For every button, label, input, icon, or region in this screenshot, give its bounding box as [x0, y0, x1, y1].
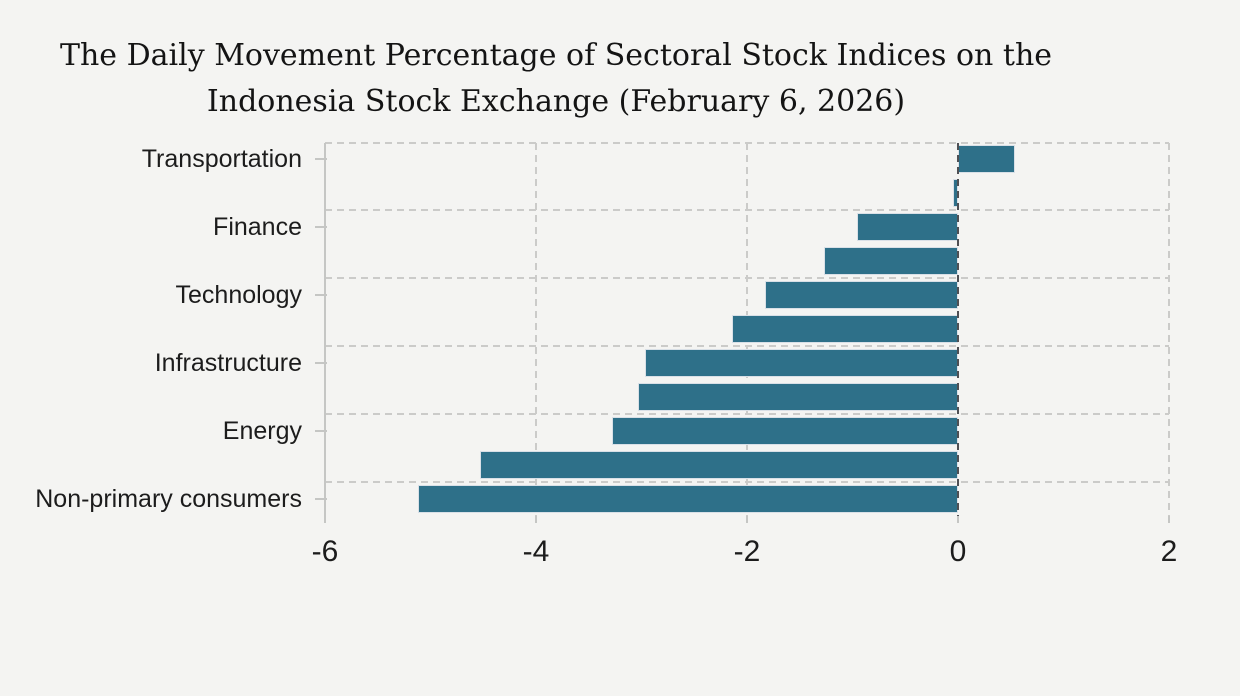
y-tick	[315, 226, 327, 229]
bar-infrastructure	[644, 349, 958, 378]
y-axis-label: Infrastructure	[154, 349, 302, 378]
y-tick	[315, 294, 327, 297]
zero-line	[957, 142, 959, 516]
x-tick	[957, 516, 959, 523]
v-gridline	[535, 142, 537, 516]
bar-non-primary-consumers	[417, 485, 958, 514]
bar-row-10	[480, 451, 958, 480]
y-axis-label: Technology	[175, 281, 302, 310]
bar-row-8	[638, 383, 958, 412]
x-axis-tick-label: -6	[311, 535, 339, 568]
chart-title: The Daily Movement Percentage of Sectora…	[0, 33, 1112, 125]
v-gridline	[1168, 142, 1170, 516]
y-tick	[315, 430, 327, 433]
x-tick	[1168, 516, 1170, 523]
y-tick	[315, 498, 327, 501]
bar-transportation	[958, 145, 1015, 174]
x-tick	[535, 516, 537, 523]
y-axis-label: Finance	[213, 213, 302, 242]
bar-row-6	[732, 315, 958, 344]
bar-finance	[856, 213, 958, 242]
bar-technology	[764, 281, 958, 310]
x-tick	[324, 516, 326, 523]
y-tick	[315, 158, 327, 161]
chart-title-line1: The Daily Movement Percentage of Sectora…	[59, 38, 1053, 73]
y-axis-label: Non-primary consumers	[35, 485, 302, 514]
x-axis-tick-label: 0	[949, 535, 967, 568]
x-tick	[746, 516, 748, 523]
x-axis-tick-label: 2	[1160, 535, 1178, 568]
bar-row-4	[824, 247, 958, 276]
y-axis-spine	[324, 142, 326, 516]
chart-title-line2: Indonesia Stock Exchange (February 6, 20…	[206, 84, 906, 119]
y-axis-label: Transportation	[141, 145, 302, 174]
y-tick	[315, 362, 327, 365]
x-axis-tick-label: -2	[733, 535, 761, 568]
bar-energy	[611, 417, 958, 446]
x-axis-tick-label: -4	[522, 535, 550, 568]
y-axis-label: Energy	[222, 417, 302, 446]
